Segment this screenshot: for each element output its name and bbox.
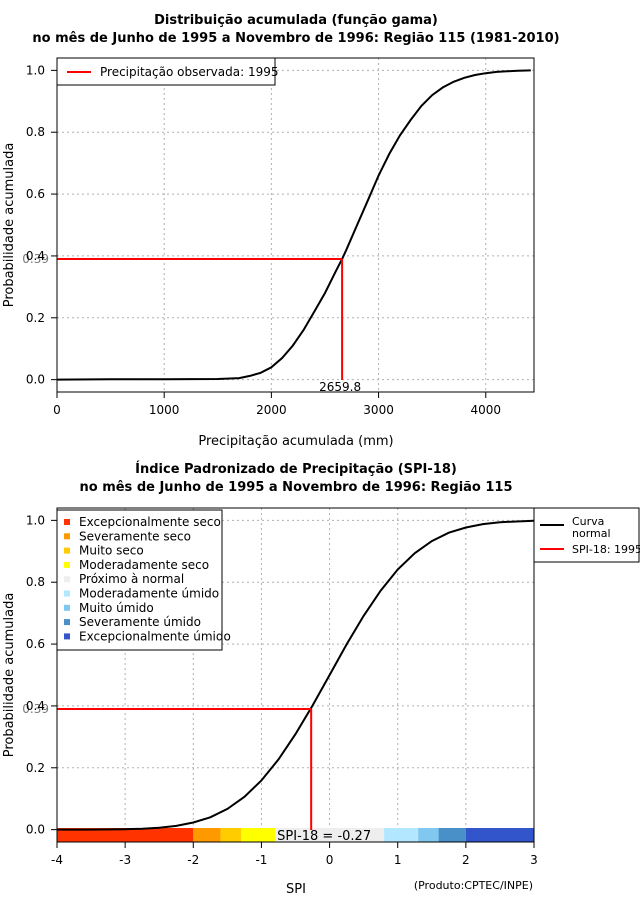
class-legend-swatch <box>64 533 70 540</box>
class-legend-label: Excepcionalmente úmido <box>79 629 231 643</box>
class-legend-swatch <box>64 604 70 611</box>
chart1-title: Distribuição acumulada (função gama) <box>154 13 438 28</box>
class-legend-swatch <box>64 561 70 568</box>
chart1-legend-box <box>56 57 276 86</box>
chart1-legend: Precipitação observada: 1995 <box>56 57 278 86</box>
spi-class-band <box>465 828 534 842</box>
x-tick-label: -2 <box>187 853 199 867</box>
class-legend-label: Muito úmido <box>79 601 154 615</box>
chart1-marker-group: 0.39 2659.8 <box>22 252 361 394</box>
x-tick-label: 0 <box>326 853 334 867</box>
x-tick-label: -1 <box>255 853 267 867</box>
y-tick-label: 0.8 <box>26 575 45 589</box>
spi-class-band <box>275 828 385 842</box>
chart2-x-ticks: -4 -3 -2 -1 0 1 2 3 <box>51 842 538 867</box>
chart2-legend-spi-label: SPI-18: 1995 <box>572 543 640 556</box>
chart2-plot-frame <box>56 507 535 843</box>
chart-spi: Índice Padronizado de Precipitação (SPI-… <box>2 461 640 897</box>
marker-y-value: 0.39 <box>22 702 49 716</box>
chart2-subtitle: no mês de Junho de 1995 a Novembro de 19… <box>79 480 512 495</box>
cdf-curve <box>57 519 535 831</box>
y-tick-label: 0.4 <box>26 249 45 263</box>
spi-class-band <box>384 828 419 842</box>
chart2-marker-group: 0.39 SPI-18 = -0.27 <box>22 702 371 844</box>
class-legend-label: Severamente seco <box>79 529 191 543</box>
chart1-x-ticks: 0 1000 2000 3000 4000 <box>53 392 501 417</box>
x-tick-label: -3 <box>119 853 131 867</box>
spi-class-band <box>438 828 466 842</box>
class-legend-label: Moderadamente úmido <box>79 587 219 601</box>
y-tick-label: 0.2 <box>26 311 45 325</box>
chart2-class-bands <box>57 828 534 842</box>
x-tick-label: 4000 <box>470 403 501 417</box>
chart2-x-label: SPI <box>286 882 306 897</box>
chart1-y-label: Probabilidade acumulada <box>2 143 17 308</box>
y-tick-label: 0.8 <box>26 125 45 139</box>
class-legend-swatch <box>64 519 70 525</box>
y-tick-label: 0.0 <box>26 823 45 837</box>
spi-class-band <box>193 828 221 842</box>
x-tick-label: -4 <box>51 853 63 867</box>
chart2-legend-curve-label: Curva normal <box>572 515 611 540</box>
chart2-curve-group <box>57 519 535 831</box>
product-credit: (Produto:CPTEC/INPE) <box>414 879 533 892</box>
spi-class-band <box>220 828 241 842</box>
chart1-y-ticks: 0.0 0.2 0.4 0.6 0.8 1.0 <box>26 63 57 387</box>
chart1-legend-label: Precipitação observada: 1995 <box>100 65 278 79</box>
chart-gamma-distribution: Distribuição acumulada (função gama) no … <box>2 13 560 449</box>
spi-class-band <box>57 828 194 842</box>
spi-value-label: SPI-18 = -0.27 <box>277 829 371 844</box>
chart2-title: Índice Padronizado de Precipitação (SPI-… <box>135 461 457 477</box>
y-tick-label: 0.4 <box>26 699 45 713</box>
cdf-curve <box>56 69 531 381</box>
class-legend-swatch <box>64 547 70 554</box>
x-tick-label: 2 <box>462 853 470 867</box>
marker-y-value: 0.39 <box>22 252 49 266</box>
chart1-curve-group <box>56 69 531 381</box>
chart1-plot-frame <box>56 57 535 393</box>
y-tick-label: 0.6 <box>26 637 45 651</box>
x-tick-label: 1000 <box>149 403 180 417</box>
x-tick-label: 1 <box>394 853 402 867</box>
marker-x-value: 2659.8 <box>319 380 361 394</box>
y-tick-label: 1.0 <box>26 63 45 77</box>
chart2-class-legend-box <box>56 509 223 651</box>
chart2-y-ticks: 0.0 0.2 0.4 0.6 0.8 1.0 <box>26 513 57 837</box>
class-legend-swatch <box>64 576 70 583</box>
spi-class-band <box>418 828 439 842</box>
chart2-curve-legend: Curva normal SPI-18: 1995 <box>533 507 640 563</box>
y-tick-label: 0.2 <box>26 761 45 775</box>
chart1-subtitle: no mês de Junho de 1995 a Novembro de 19… <box>32 31 559 46</box>
spi-class-band <box>240 828 276 842</box>
class-legend-label: Próximo à normal <box>79 572 184 586</box>
x-tick-label: 2000 <box>256 403 287 417</box>
class-legend-label: Severamente úmido <box>79 615 201 629</box>
x-tick-label: 0 <box>53 403 61 417</box>
chart1-x-label: Precipitação acumulada (mm) <box>198 434 393 449</box>
y-tick-label: 0.6 <box>26 187 45 201</box>
y-tick-label: 1.0 <box>26 513 45 527</box>
y-tick-label: 0.0 <box>26 373 45 387</box>
chart2-curve-legend-box <box>533 507 640 563</box>
class-legend-swatch <box>64 590 70 597</box>
class-legend-swatch <box>64 619 70 626</box>
class-legend-label: Muito seco <box>79 544 144 558</box>
class-legend-label: Moderadamente seco <box>79 558 209 572</box>
x-tick-label: 3000 <box>363 403 394 417</box>
class-legend-swatch <box>64 633 70 640</box>
x-tick-label: 3 <box>530 853 538 867</box>
chart2-y-label: Probabilidade acumulada <box>2 593 17 758</box>
class-legend-label: Excepcionalmente seco <box>79 515 221 529</box>
